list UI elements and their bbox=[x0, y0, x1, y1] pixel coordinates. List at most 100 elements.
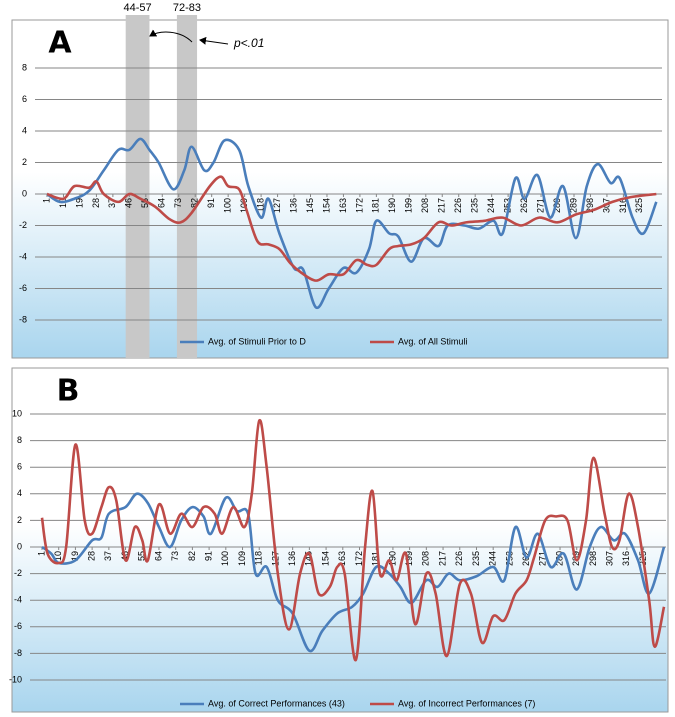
band bbox=[125, 15, 150, 358]
y-tick-label: -2 bbox=[14, 568, 22, 578]
y-tick-label: 2 bbox=[17, 515, 22, 525]
band-label: 44-57 bbox=[124, 2, 152, 14]
x-tick-label: 298 bbox=[585, 198, 595, 213]
x-tick-label: 226 bbox=[454, 551, 464, 566]
y-tick-label: -6 bbox=[14, 621, 22, 631]
x-tick-label: 235 bbox=[470, 198, 480, 213]
y-tick-label: 8 bbox=[17, 435, 22, 445]
x-tick-label: 172 bbox=[354, 551, 364, 566]
series-line bbox=[46, 175, 657, 282]
x-tick-label: 244 bbox=[488, 551, 498, 566]
y-tick-label: 2 bbox=[22, 157, 27, 167]
x-tick-label: 82 bbox=[190, 198, 200, 208]
y-tick-label: 10 bbox=[12, 408, 22, 418]
series-line bbox=[46, 137, 658, 310]
x-tick-label: 226 bbox=[453, 198, 463, 213]
x-tick-label: 64 bbox=[153, 551, 163, 561]
x-tick-label: 235 bbox=[471, 551, 481, 566]
legend-label: Avg. of Correct Performances (43) bbox=[208, 698, 345, 708]
x-tick-label: 316 bbox=[621, 551, 631, 566]
x-tick-label: 217 bbox=[437, 551, 447, 566]
x-tick-label: 118 bbox=[255, 198, 265, 212]
legend-label: Avg. of Incorrect Performances (7) bbox=[398, 698, 535, 708]
legend-label: Avg. of All Stimuli bbox=[398, 336, 467, 346]
y-tick-label: 0 bbox=[17, 541, 22, 551]
x-tick-label: 145 bbox=[304, 551, 314, 566]
x-tick-label: 91 bbox=[203, 551, 213, 561]
x-tick-label: 208 bbox=[421, 551, 431, 566]
panel-a bbox=[11, 19, 669, 359]
y-tick-label: 4 bbox=[22, 125, 27, 135]
x-tick-label: 163 bbox=[337, 551, 347, 566]
x-tick-label: 55 bbox=[137, 551, 147, 561]
x-tick-label: 325 bbox=[634, 198, 644, 213]
x-tick-label: 199 bbox=[404, 551, 414, 566]
x-tick-label: 253 bbox=[502, 198, 512, 213]
x-tick-label: 163 bbox=[338, 198, 348, 213]
x-tick-label: 10 bbox=[53, 551, 63, 561]
x-tick-label: 109 bbox=[237, 551, 247, 566]
x-tick-label: 118 bbox=[254, 551, 264, 565]
band bbox=[176, 15, 198, 358]
panel-title: B bbox=[57, 374, 80, 409]
x-tick-label: 37 bbox=[107, 198, 117, 208]
x-tick-label: 289 bbox=[568, 198, 578, 213]
x-tick-label: 82 bbox=[187, 551, 197, 561]
x-tick-label: 1 bbox=[41, 198, 51, 203]
x-tick-label: 307 bbox=[605, 551, 615, 566]
y-tick-label: -10 bbox=[9, 674, 22, 684]
series-line bbox=[40, 419, 666, 662]
x-tick-label: 298 bbox=[588, 551, 598, 566]
x-tick-label: 190 bbox=[387, 551, 397, 566]
panel-title: A bbox=[48, 26, 72, 61]
x-tick-label: 217 bbox=[437, 198, 447, 213]
arrow bbox=[149, 29, 193, 43]
x-tick-label: 37 bbox=[103, 551, 113, 561]
x-tick-label: 19 bbox=[74, 198, 84, 208]
x-tick-label: 316 bbox=[618, 198, 628, 213]
series-line bbox=[41, 492, 666, 653]
arrow bbox=[199, 36, 229, 45]
y-tick-label: 4 bbox=[17, 488, 22, 498]
legend-label: Avg. of Stimuli Prior to D bbox=[208, 336, 306, 346]
x-tick-label: 154 bbox=[321, 198, 331, 213]
x-tick-label: 46 bbox=[124, 198, 134, 208]
panel-b bbox=[11, 367, 669, 713]
x-tick-label: 181 bbox=[371, 198, 381, 213]
x-tick-label: 244 bbox=[486, 198, 496, 213]
y-tick-label: 6 bbox=[22, 94, 27, 104]
x-tick-label: 1 bbox=[36, 551, 46, 556]
x-tick-label: 136 bbox=[287, 551, 297, 566]
x-tick-label: 190 bbox=[387, 198, 397, 213]
x-tick-label: 73 bbox=[170, 551, 180, 561]
x-tick-label: 100 bbox=[220, 551, 230, 566]
x-tick-label: 262 bbox=[519, 198, 529, 213]
x-tick-label: 55 bbox=[140, 198, 150, 208]
x-tick-label: 172 bbox=[354, 198, 364, 213]
y-tick-label: -8 bbox=[19, 314, 27, 324]
y-tick-label: -6 bbox=[19, 283, 27, 293]
x-tick-label: 208 bbox=[420, 198, 430, 213]
x-tick-label: 28 bbox=[91, 198, 101, 208]
y-tick-label: 6 bbox=[17, 462, 22, 472]
x-tick-label: 136 bbox=[288, 198, 298, 213]
y-tick-label: -2 bbox=[19, 220, 27, 230]
x-tick-label: 145 bbox=[305, 198, 315, 213]
y-tick-label: -4 bbox=[14, 595, 22, 605]
x-tick-label: 64 bbox=[157, 198, 167, 208]
x-tick-label: 73 bbox=[173, 198, 183, 208]
x-tick-label: 181 bbox=[371, 551, 381, 566]
y-tick-label: 8 bbox=[22, 62, 27, 72]
y-tick-label: -4 bbox=[19, 251, 27, 261]
x-tick-label: 19 bbox=[70, 551, 80, 561]
x-tick-label: 28 bbox=[87, 551, 97, 561]
x-tick-label: 127 bbox=[272, 198, 282, 213]
x-tick-label: 199 bbox=[404, 198, 414, 213]
x-tick-label: 154 bbox=[320, 551, 330, 566]
band-label: 72-83 bbox=[173, 2, 201, 14]
x-tick-label: 271 bbox=[535, 198, 545, 213]
x-tick-label: 280 bbox=[552, 198, 562, 213]
x-tick-label: 100 bbox=[223, 198, 233, 213]
x-tick-label: 271 bbox=[538, 551, 548, 566]
